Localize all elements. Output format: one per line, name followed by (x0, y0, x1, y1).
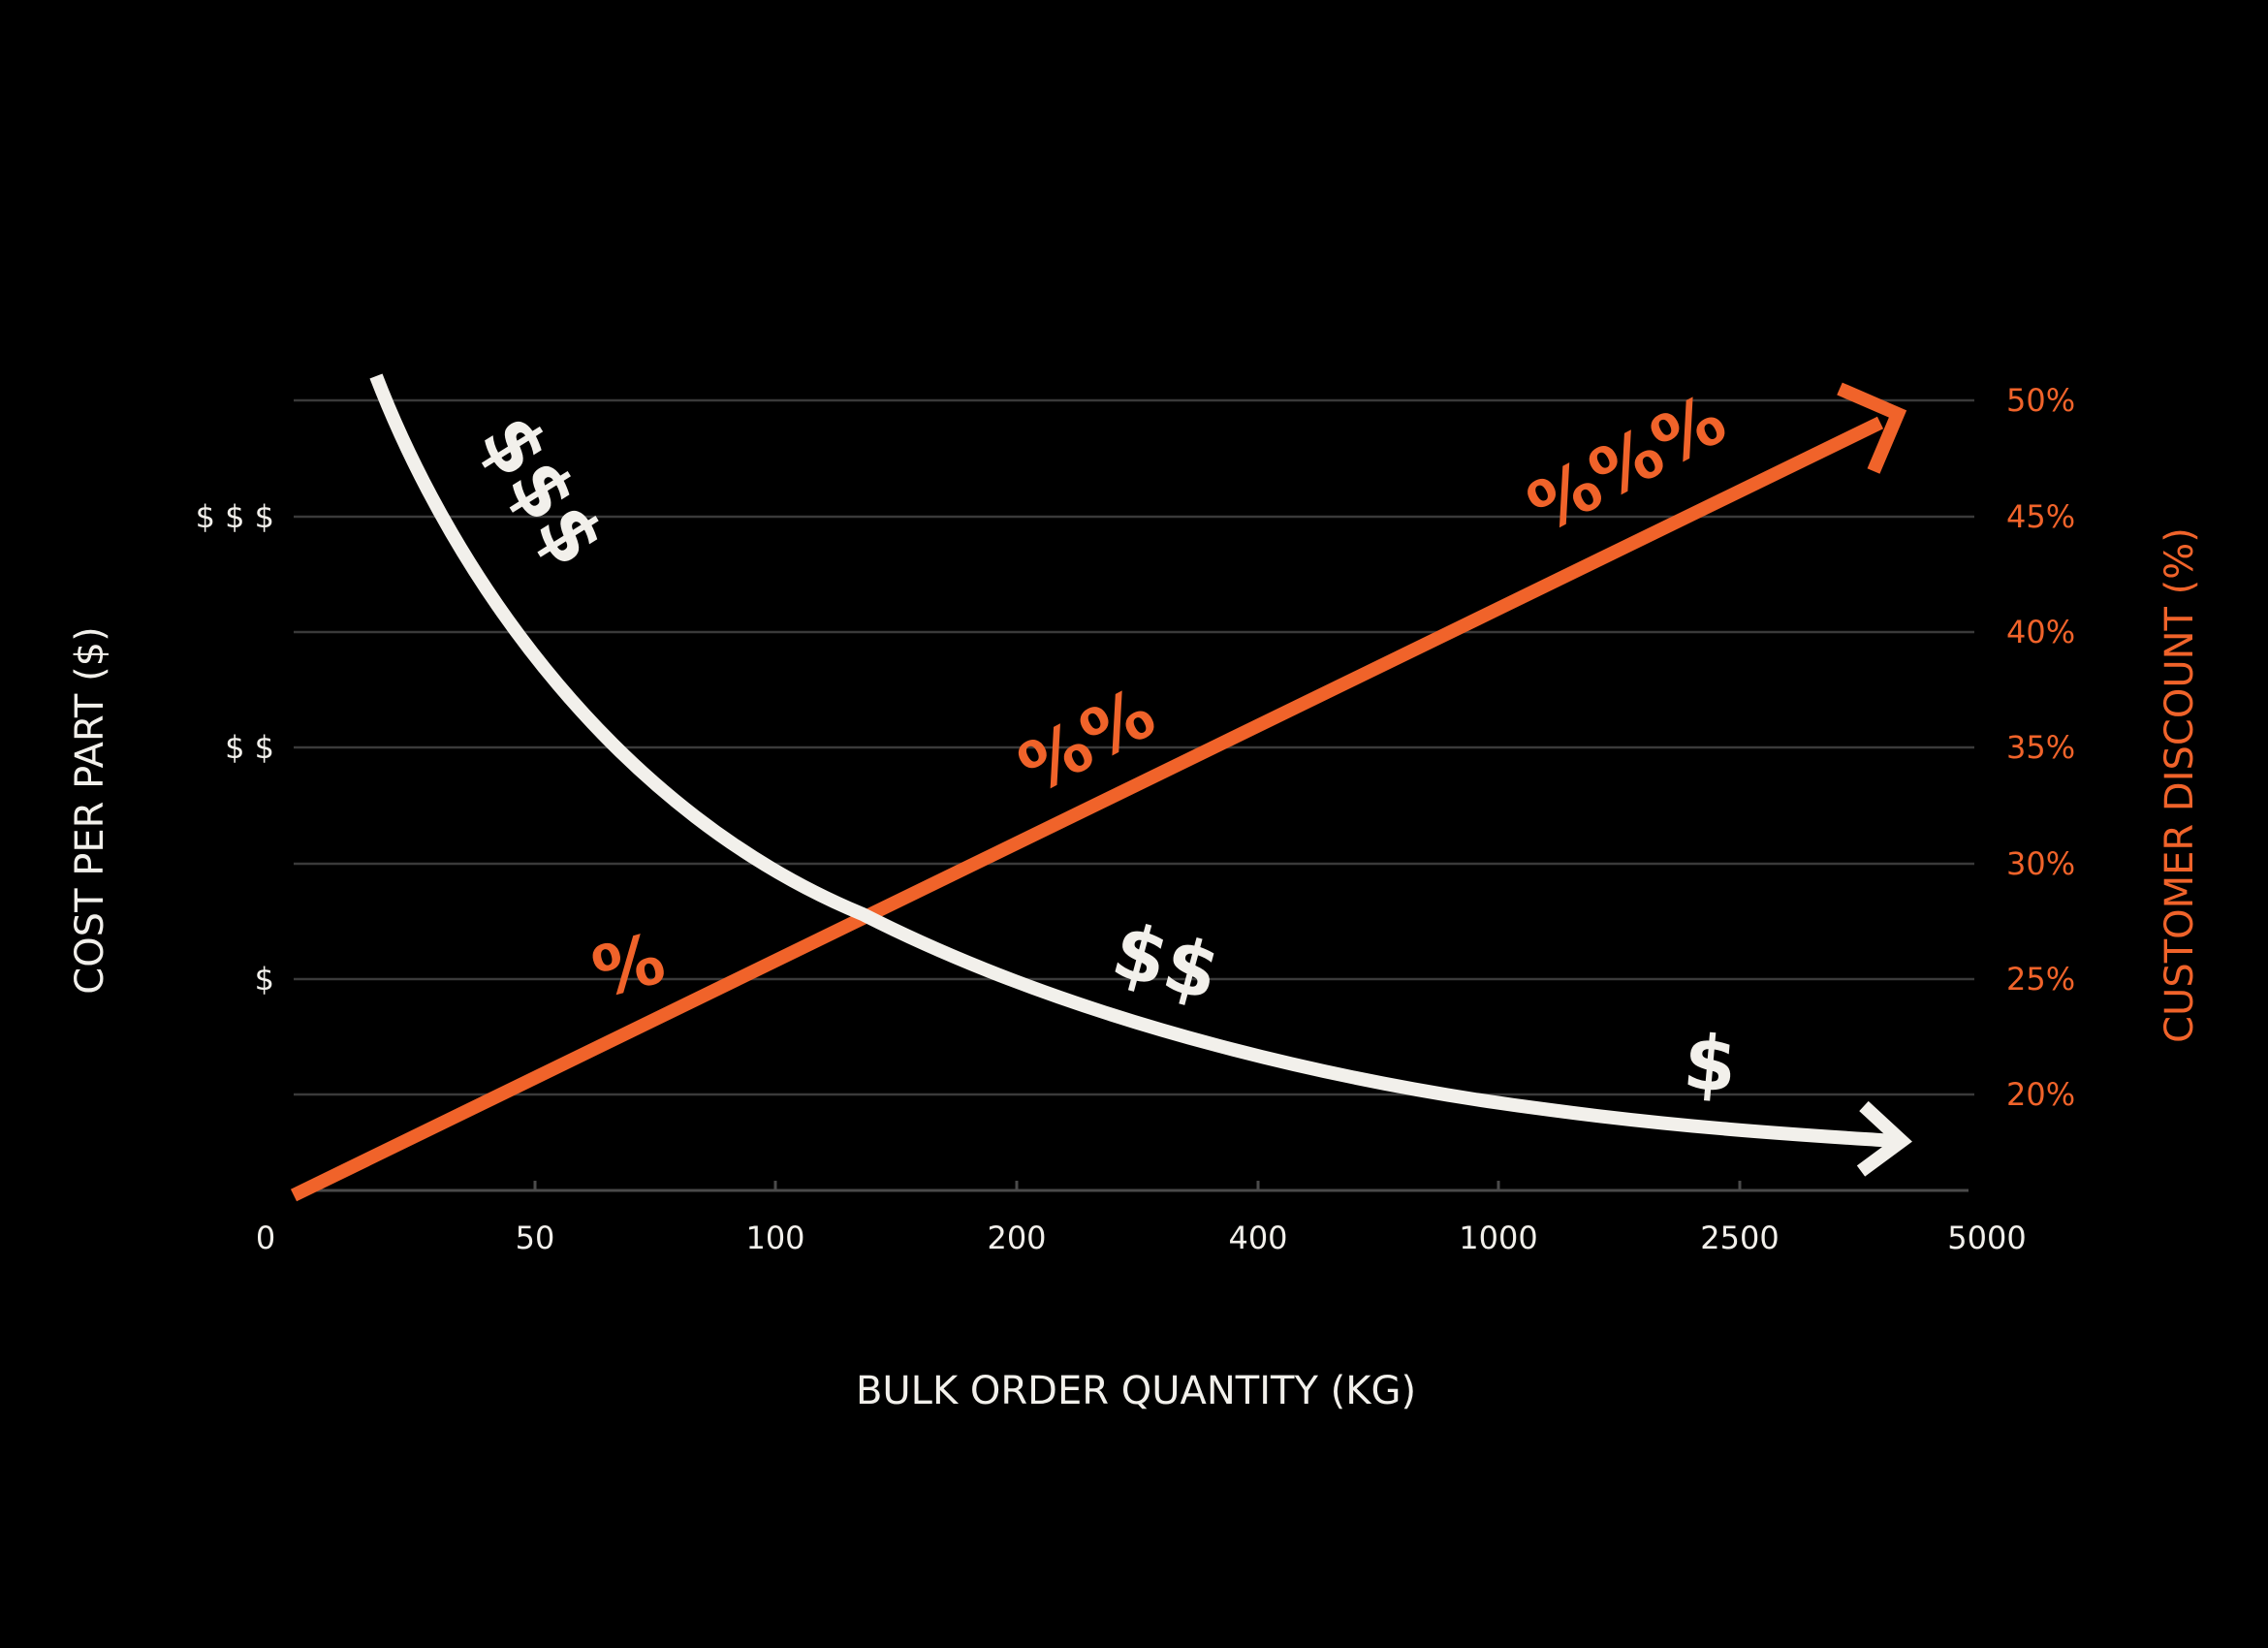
y-left-axis-title: COST PER PART ($) (68, 626, 112, 994)
discount-line (290, 416, 1884, 1202)
y-right-axis-title: CUSTOMER DISCOUNT (%) (2158, 527, 2202, 1043)
y-left-tick-labels: $ $ $ $ $ $ (196, 498, 274, 998)
annotation-cost-low: $ (1680, 1019, 1740, 1110)
y-left-tick-label: $ $ (225, 729, 274, 766)
y-left-tick-label: $ $ $ (196, 498, 274, 535)
cost-arrowhead-icon (1856, 1100, 1912, 1177)
x-tick-label: 200 (987, 1220, 1046, 1256)
x-tick-label: 2500 (1700, 1220, 1779, 1256)
discount-series (290, 382, 1907, 1202)
x-tick-label: 1000 (1459, 1220, 1537, 1256)
x-axis-title: BULK ORDER QUANTITY (KG) (856, 1369, 1416, 1413)
x-tick-label: 100 (745, 1220, 804, 1256)
x-tick-label: 400 (1228, 1220, 1287, 1256)
x-tick-labels: 0 50 100 200 400 1000 2500 5000 (256, 1220, 2027, 1256)
x-tick-label: 5000 (1947, 1220, 2026, 1256)
gridlines (294, 398, 1974, 1096)
y-left-tick-label: $ (255, 961, 274, 998)
x-tick-label: 0 (256, 1220, 275, 1256)
y-right-tick-label: 45% (2006, 498, 2075, 535)
y-right-tick-label: 20% (2006, 1076, 2075, 1113)
y-right-tick-label: 25% (2006, 961, 2075, 998)
discount-arrowhead-icon (1837, 382, 1907, 474)
y-right-tick-label: 35% (2006, 729, 2075, 766)
y-right-tick-label: 40% (2006, 614, 2075, 650)
y-right-tick-labels: 50% 45% 40% 35% 30% 25% 20% (2006, 382, 2075, 1113)
y-right-tick-label: 50% (2006, 382, 2075, 419)
y-right-tick-label: 30% (2006, 845, 2075, 882)
x-tick-label: 50 (516, 1220, 555, 1256)
cost-series (369, 373, 1912, 1177)
cost-curve (369, 373, 1896, 1148)
x-axis (294, 1181, 1969, 1192)
